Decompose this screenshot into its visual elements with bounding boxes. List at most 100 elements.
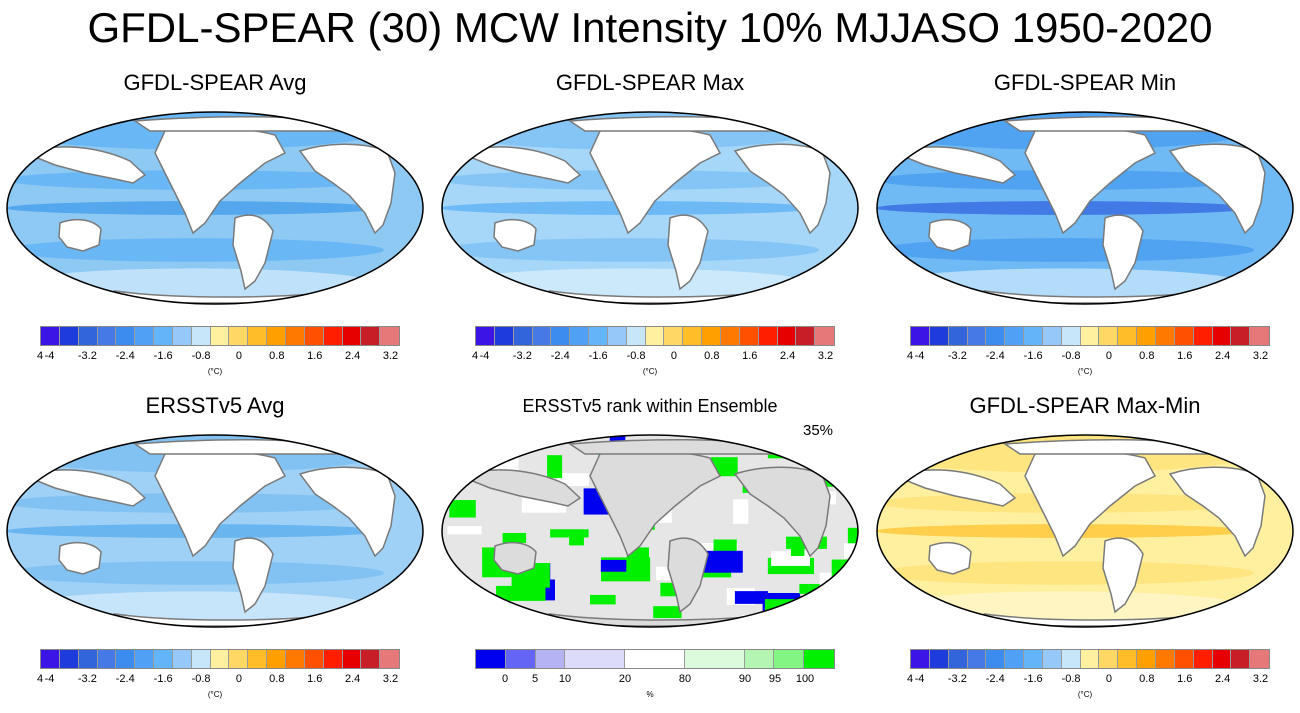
colorbar-tick-label: 20: [618, 673, 632, 685]
colorbar-segment: [1042, 650, 1062, 668]
colorbar-segment: [116, 650, 136, 668]
colorbar-segment: [380, 650, 400, 668]
colorbar-segment: [154, 650, 173, 668]
land-mass: [493, 218, 537, 252]
colorbar-unit: %: [646, 690, 654, 699]
land-mass: [493, 541, 537, 575]
colorbar-tick-label: -0.8: [191, 350, 211, 362]
rank-cell: [556, 473, 589, 487]
colorbar-segment: [1118, 650, 1138, 668]
colorbar-segment: [607, 327, 627, 345]
colorbar-segment: [796, 327, 816, 345]
colorbar-tick-label: 1.6: [307, 673, 323, 685]
colorbar-segment: [744, 650, 775, 668]
rank-cell: [653, 606, 682, 619]
land-mass: [667, 214, 709, 291]
colorbar-segment: [1061, 650, 1081, 668]
colorbar-tick-label: -4: [914, 673, 925, 685]
rank-cell: [819, 572, 858, 597]
colorbar-segment: [626, 327, 646, 345]
rank-cell: [794, 615, 843, 627]
colorbar-segment: [1061, 327, 1081, 345]
map-1: [441, 111, 859, 305]
colorbar-tick-label: -3.2: [947, 350, 967, 362]
colorbar-tick-label: 1.6: [742, 350, 758, 362]
colorbar-tick-label: 0: [670, 350, 677, 362]
colorbar-segment: [777, 327, 797, 345]
colorbar-segment: [1193, 650, 1213, 668]
colorbar: [910, 649, 1270, 669]
colorbar-segment: [911, 650, 930, 668]
colorbar-segment: [191, 327, 211, 345]
colorbar-segment: [248, 650, 268, 668]
colorbar-segment: [1080, 327, 1100, 345]
colorbar-ticks: 0 5 10 20 80 90 95 100: [475, 673, 835, 687]
map-2: [876, 111, 1294, 305]
land-mass: [1102, 214, 1144, 291]
colorbar-tick-label: 0: [235, 673, 242, 685]
colorbar-segment: [1118, 327, 1138, 345]
colorbar-segment: [532, 327, 552, 345]
colorbar-tick-label: 3.2: [1252, 673, 1269, 685]
rank-cell: [832, 476, 857, 487]
colorbar-segment: [684, 650, 745, 668]
colorbar-segment: [248, 327, 268, 345]
colorbar-segment: [323, 327, 343, 345]
colorbar-segment: [361, 650, 381, 668]
colorbar-tick-label: -0.8: [1061, 673, 1081, 685]
colorbar-tick-label: -2.4: [115, 673, 135, 685]
colorbar-segment: [59, 327, 79, 345]
rank-cell: [455, 445, 485, 473]
colorbar-segment: [758, 327, 778, 345]
rank-cell: [550, 529, 589, 538]
rank-cell: [600, 559, 627, 572]
colorbar-segment: [267, 327, 286, 345]
rank-cell: [568, 625, 584, 627]
colorbar-segment: [78, 327, 98, 345]
colorbar-tick-label: 0.8: [704, 350, 720, 362]
colorbar-segment: [135, 650, 155, 668]
figure-title: GFDL-SPEAR (30) MCW Intensity 10% MJJASO…: [87, 4, 1213, 51]
rank-cell: [449, 500, 476, 518]
colorbar-tick-label: 2.4: [1214, 673, 1231, 685]
colorbar-segment: [1005, 650, 1025, 668]
colorbar-segment: [135, 327, 155, 345]
colorbar-segment: [1024, 650, 1043, 668]
colorbar-segment: [1137, 650, 1156, 668]
panel-3: ERSSTv5 Avg -4 -3.2 -2.4 -1.6 -0.8 0 0.8 1.6 2.4 3…: [0, 393, 430, 713]
rank-cell: [589, 594, 616, 605]
colorbar-segment: [210, 327, 230, 345]
rank-cell: [799, 583, 837, 594]
map-border: [441, 434, 859, 628]
rank-cell: [569, 536, 584, 546]
colorbar-tick-label: -3.2: [77, 350, 97, 362]
rank-cell: [841, 583, 858, 600]
colorbar-tick-label: 2.4: [779, 350, 796, 362]
colorbar-ticks: -4 -3.2 -2.4 -1.6 -0.8 0 0.8 1.6 2.4 3.2 4: [906, 673, 1270, 687]
colorbar-segment: [911, 327, 930, 345]
panel-title: GFDL-SPEAR Max: [555, 70, 745, 95]
colorbar-segment: [1042, 327, 1062, 345]
colorbar-segment: [1174, 650, 1194, 668]
colorbar-segment: [1080, 650, 1100, 668]
colorbar-segment: [78, 650, 98, 668]
map-border: [441, 111, 859, 305]
colorbar-tick-label: -3.2: [947, 673, 967, 685]
colorbar-segment: [267, 650, 286, 668]
colorbar-unit: (°C): [642, 367, 658, 376]
colorbar-unit: (°C): [1077, 690, 1093, 699]
rank-cell: [843, 543, 858, 559]
map-0: [6, 111, 424, 305]
colorbar-tick-label: 4: [906, 673, 914, 685]
colorbar-segment: [1099, 327, 1119, 345]
rank-percent-label: 35%: [803, 422, 834, 439]
colorbar-segment: [191, 650, 211, 668]
rank-cell: [514, 441, 537, 452]
colorbar-tick-label: -0.8: [626, 350, 646, 362]
rank-cell: [847, 527, 858, 551]
panel-1: GFDL-SPEAR Max -4 -3.2 -2.4 -1.6 -0.8 0 0.8 1.6 2…: [435, 70, 865, 390]
colorbar-segment: [1137, 327, 1156, 345]
colorbar-tick-label: -3.2: [512, 350, 532, 362]
colorbar-segment: [304, 650, 324, 668]
colorbar-segment: [645, 327, 665, 345]
